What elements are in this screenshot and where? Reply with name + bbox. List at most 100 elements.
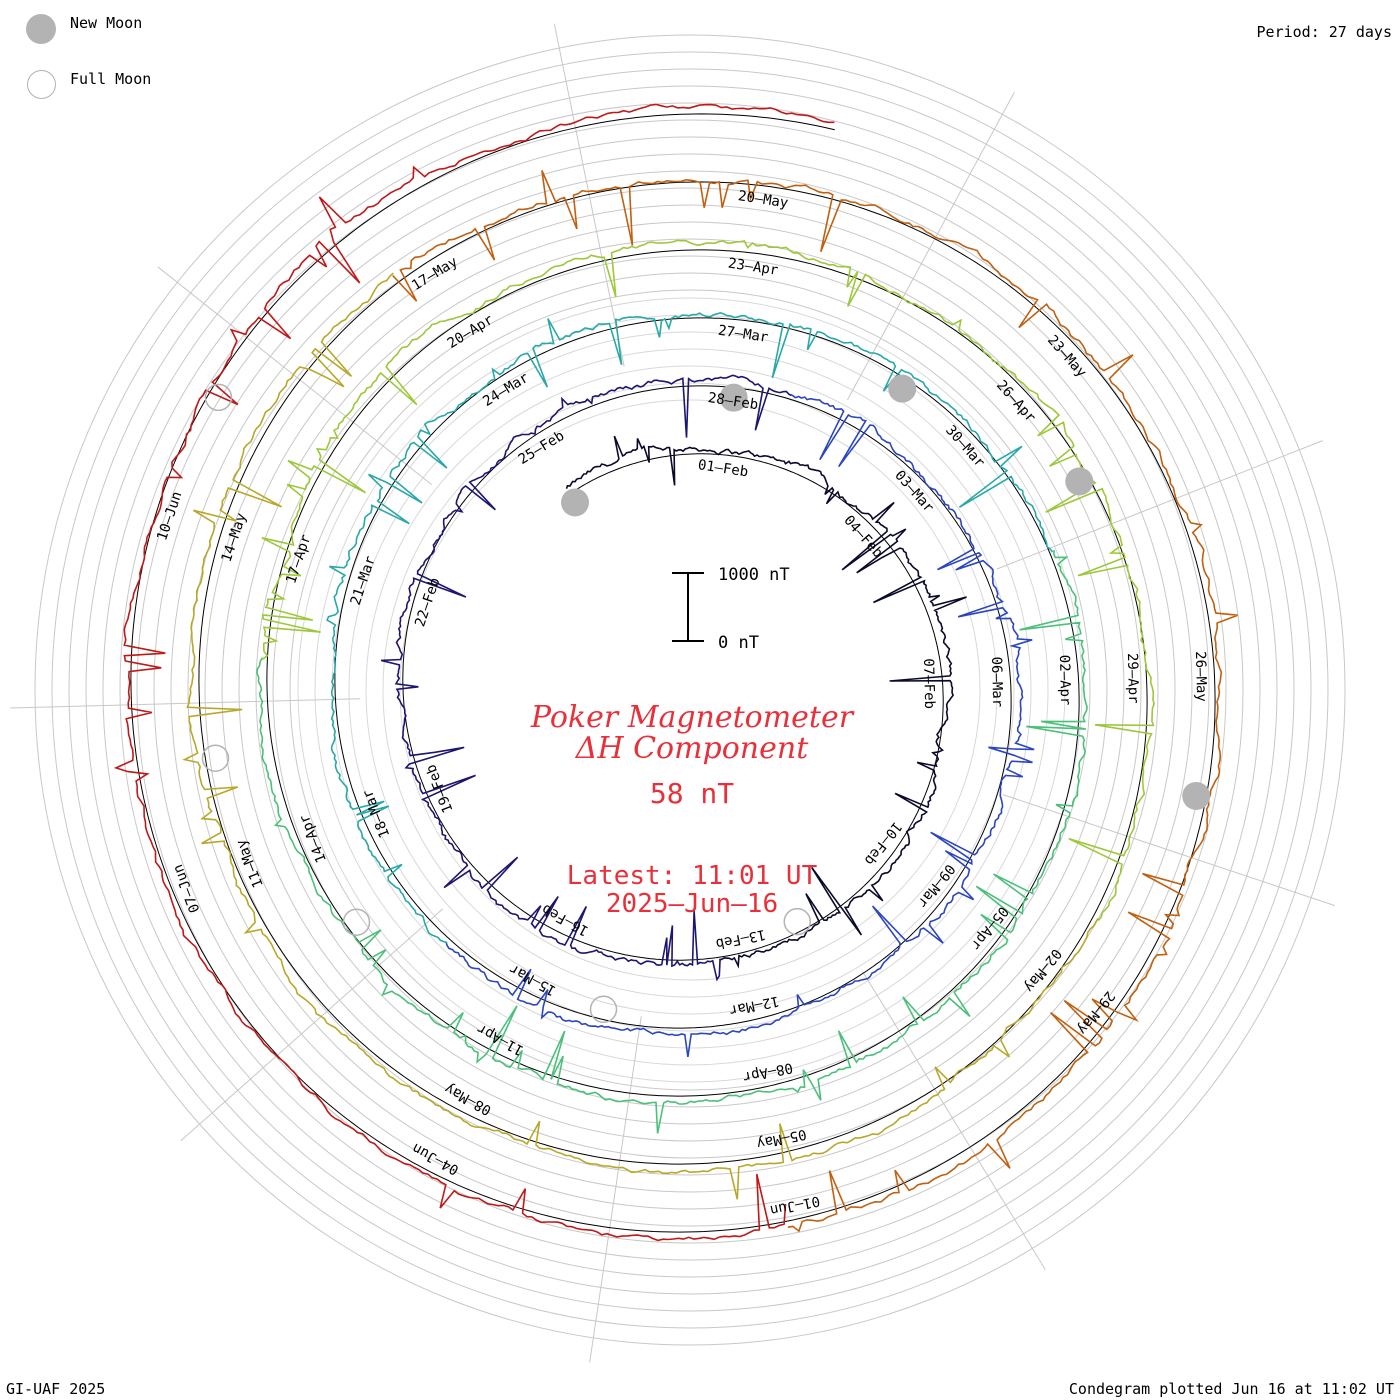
grid-spoke bbox=[862, 971, 1046, 1270]
date-label: 12–Mar bbox=[728, 992, 781, 1018]
trace-segment bbox=[113, 103, 835, 1242]
chart-title: Poker Magnetometer bbox=[530, 700, 855, 735]
date-label: 08–Apr bbox=[741, 1059, 794, 1085]
trace-segment bbox=[261, 239, 1155, 921]
full-moon-marker bbox=[201, 744, 230, 772]
new-moon-marker bbox=[719, 383, 748, 412]
date-label: 21–Mar bbox=[348, 554, 379, 607]
period-label: Period: 27 days bbox=[1256, 23, 1392, 41]
date-label: 23–Apr bbox=[727, 255, 779, 278]
trace-segment bbox=[445, 393, 1035, 1058]
date-label: 09–Mar bbox=[914, 861, 958, 911]
date-label: 11–Apr bbox=[474, 1020, 526, 1058]
date-label: 03–Mar bbox=[891, 468, 936, 516]
grid-spoke bbox=[553, 23, 625, 367]
grid-circle bbox=[187, 187, 1193, 1193]
latest-date: 2025–Jun–16 bbox=[606, 889, 778, 919]
date-label: 14–Apr bbox=[297, 812, 330, 865]
full-moon-legend-label: Full Moon bbox=[70, 70, 152, 88]
grid-circle bbox=[119, 119, 1261, 1261]
grid-spoke bbox=[180, 908, 444, 1142]
radial-grid bbox=[34, 34, 1346, 1346]
trace-segment bbox=[380, 374, 792, 982]
grid-circle bbox=[85, 85, 1295, 1295]
date-label: 17–May bbox=[409, 254, 460, 294]
grid-circle bbox=[289, 289, 1091, 1091]
date-label: 26–May bbox=[1192, 651, 1209, 702]
date-label: 06–Mar bbox=[988, 656, 1005, 707]
trace-segment bbox=[392, 170, 1238, 1233]
grid-circle bbox=[102, 102, 1278, 1278]
date-label: 19–Feb bbox=[423, 762, 456, 815]
grid-circle bbox=[221, 221, 1159, 1159]
footer-credit: GI-UAF 2025 bbox=[6, 1380, 106, 1398]
new-moon-marker bbox=[888, 374, 917, 403]
full-moon-marker bbox=[342, 908, 371, 936]
date-label: 02–Apr bbox=[1056, 655, 1073, 706]
date-label: 11–May bbox=[233, 837, 266, 890]
chart-subtitle: ΔH Component bbox=[575, 731, 809, 766]
grid-circle bbox=[399, 399, 981, 981]
grid-circle bbox=[34, 34, 1346, 1346]
grid-circle bbox=[365, 365, 1015, 1015]
new-moon-legend-icon bbox=[26, 14, 56, 44]
scale-bar-bottom-label: 0 nT bbox=[718, 633, 759, 653]
new-moon-marker bbox=[561, 488, 590, 517]
date-label: 24–Mar bbox=[480, 370, 531, 410]
date-label: 16–Feb bbox=[539, 901, 591, 939]
full-moon-legend-icon bbox=[27, 70, 56, 99]
date-label: 10–Feb bbox=[861, 818, 905, 868]
date-label: 01–Jun bbox=[769, 1192, 822, 1218]
grid-spoke bbox=[589, 1016, 642, 1363]
date-label: 28–Feb bbox=[707, 390, 759, 413]
date-label: 22–Feb bbox=[412, 576, 443, 629]
full-moon-marker bbox=[783, 907, 812, 936]
trace-segment bbox=[256, 550, 1088, 1134]
grid-spoke bbox=[157, 266, 433, 486]
trace-segment bbox=[326, 312, 1054, 944]
grid-circle bbox=[153, 153, 1227, 1227]
grid-spoke bbox=[846, 92, 1015, 401]
title-block: Poker Magnetometer ΔH Component 58 nT La… bbox=[530, 700, 855, 919]
grid-circle bbox=[204, 204, 1176, 1176]
current-value: 58 nT bbox=[650, 777, 734, 810]
date-label: 30–Mar bbox=[942, 422, 987, 470]
full-moon-marker bbox=[589, 995, 618, 1024]
date-label: 20–Apr bbox=[445, 312, 496, 352]
grid-circle bbox=[68, 68, 1312, 1312]
grid-circle bbox=[272, 272, 1108, 1108]
magnetometer-traces bbox=[113, 103, 1238, 1242]
latest-time: Latest: 11:01 UT bbox=[567, 861, 818, 891]
radial-spokes bbox=[10, 23, 1336, 1363]
date-label: 26–Apr bbox=[993, 377, 1038, 425]
date-label: 29–Apr bbox=[1124, 653, 1141, 704]
date-label: 07–Feb bbox=[920, 658, 937, 709]
date-label: 29–May bbox=[1074, 988, 1118, 1038]
spiral-baseline bbox=[130, 113, 1216, 1233]
date-label: 07–Jun bbox=[170, 862, 203, 915]
date-label: 01–Feb bbox=[697, 457, 749, 480]
date-label: 10–Jun bbox=[154, 490, 185, 543]
trace-segment bbox=[565, 435, 967, 969]
scale-bar-top-label: 1000 nT bbox=[718, 565, 790, 585]
grid-circle bbox=[297, 297, 1083, 1083]
new-moon-marker bbox=[1182, 781, 1211, 810]
date-label: 20–May bbox=[737, 188, 789, 211]
grid-circle bbox=[136, 136, 1244, 1244]
scale-bar: 1000 nT 0 nT bbox=[672, 565, 790, 653]
grid-circle bbox=[382, 382, 998, 998]
date-label: 27–Mar bbox=[717, 323, 769, 346]
date-label: 14–May bbox=[219, 511, 250, 564]
grid-spoke bbox=[10, 698, 361, 709]
full-moon-marker bbox=[204, 383, 233, 412]
grid-circle bbox=[51, 51, 1329, 1329]
date-label: 02–May bbox=[1020, 945, 1064, 995]
zero-baseline bbox=[130, 113, 1216, 1233]
grid-circle bbox=[348, 348, 1032, 1032]
grid-circle bbox=[255, 255, 1125, 1125]
grid-spoke bbox=[1002, 794, 1336, 907]
grid-circle bbox=[170, 170, 1210, 1210]
grid-circle bbox=[238, 238, 1142, 1142]
trace-segment bbox=[182, 272, 1099, 1200]
